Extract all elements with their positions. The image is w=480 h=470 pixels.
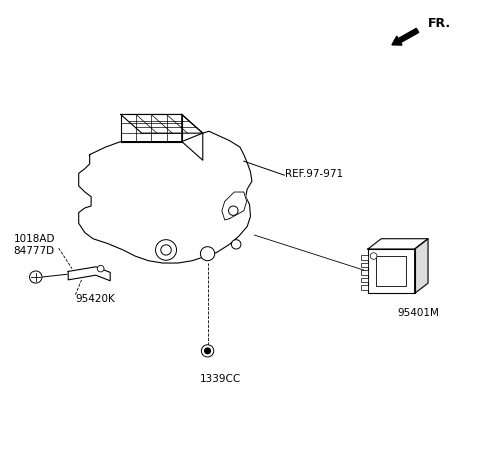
Circle shape [161,245,171,255]
Bar [361,263,368,267]
Text: FR.: FR. [428,17,451,31]
Circle shape [156,240,177,260]
Text: 95420K: 95420K [75,295,115,305]
Circle shape [204,348,210,353]
Text: 1018AD
84777D: 1018AD 84777D [13,235,55,256]
Circle shape [30,271,42,283]
Polygon shape [222,192,247,220]
Polygon shape [79,131,252,263]
Polygon shape [415,239,428,293]
Polygon shape [182,115,203,160]
Circle shape [200,247,215,261]
Polygon shape [368,249,415,293]
Bar [361,255,368,260]
Polygon shape [368,239,428,249]
Circle shape [97,266,104,272]
Bar [361,285,368,290]
Circle shape [370,253,377,259]
Polygon shape [120,115,203,133]
FancyArrow shape [392,28,419,45]
Circle shape [201,345,214,357]
Polygon shape [120,115,182,141]
Circle shape [231,240,241,249]
Bar [361,277,368,282]
Bar [376,256,406,286]
Text: 95401M: 95401M [397,308,439,318]
Bar [361,270,368,274]
Text: REF.97-971: REF.97-971 [285,169,344,179]
Text: 1339CC: 1339CC [199,374,240,384]
Polygon shape [68,267,110,281]
Circle shape [228,206,238,215]
